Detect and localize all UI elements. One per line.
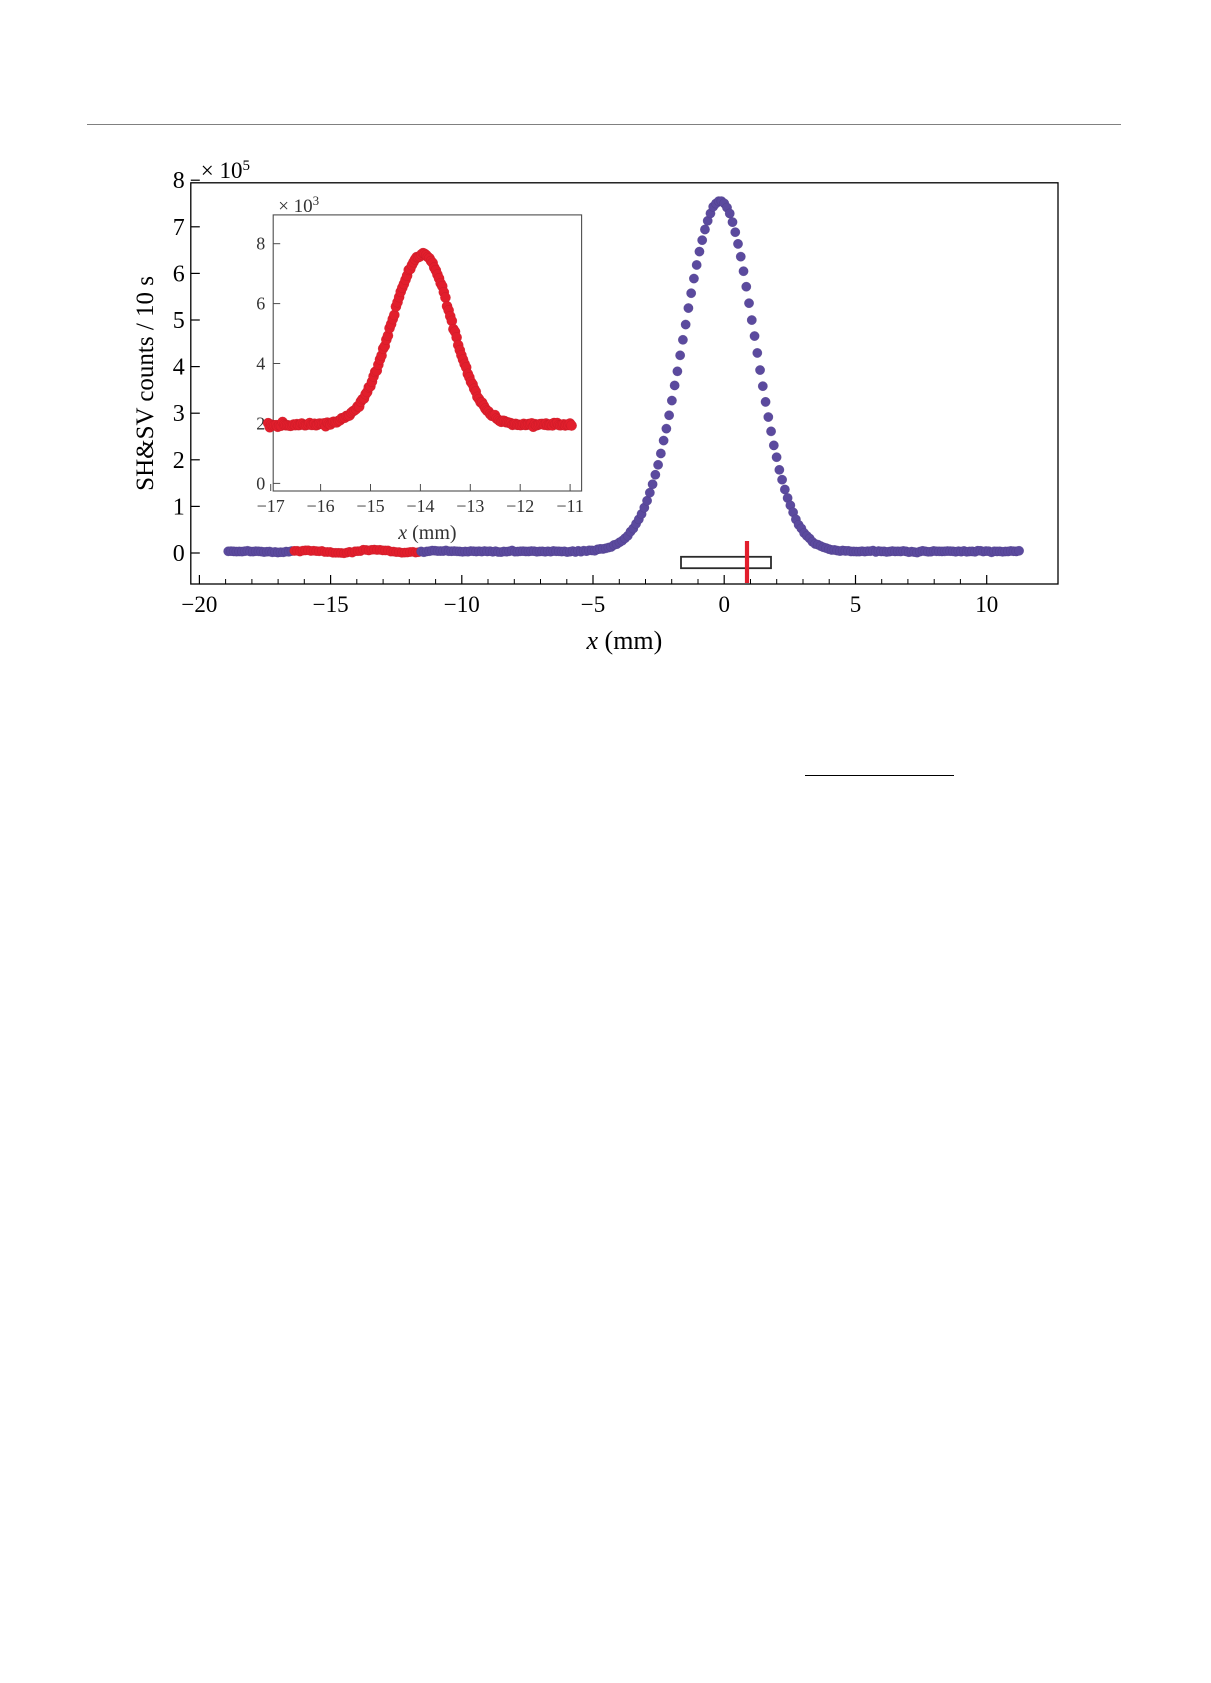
svg-text:8: 8	[173, 168, 185, 194]
svg-text:0: 0	[256, 473, 265, 493]
svg-text:4: 4	[173, 355, 185, 381]
svg-text:x (mm): x (mm)	[397, 522, 456, 544]
svg-text:SH&SV counts / 10 s: SH&SV counts / 10 s	[132, 276, 159, 491]
svg-text:−11: −11	[556, 496, 583, 516]
svg-text:8: 8	[256, 234, 265, 254]
svg-text:−15: −15	[356, 496, 384, 516]
svg-text:0: 0	[718, 592, 730, 617]
svg-text:−10: −10	[444, 592, 480, 617]
svg-text:−16: −16	[307, 496, 335, 516]
svg-text:−15: −15	[313, 592, 349, 617]
svg-text:−12: −12	[506, 496, 534, 516]
svg-text:6: 6	[173, 261, 185, 287]
svg-text:5: 5	[850, 592, 862, 617]
svg-text:−20: −20	[181, 592, 217, 617]
svg-text:2: 2	[173, 448, 185, 474]
svg-text:5: 5	[173, 308, 185, 334]
svg-text:6: 6	[256, 294, 265, 314]
svg-text:4: 4	[256, 354, 265, 374]
svg-text:x (mm): x (mm)	[585, 626, 662, 655]
svg-text:3: 3	[173, 401, 185, 427]
svg-text:−13: −13	[456, 496, 484, 516]
svg-text:10: 10	[975, 592, 998, 617]
svg-text:−14: −14	[406, 496, 434, 516]
svg-text:1: 1	[173, 494, 185, 520]
svg-text:−17: −17	[257, 496, 285, 516]
svg-text:−5: −5	[581, 592, 605, 617]
svg-text:0: 0	[173, 541, 185, 567]
svg-text:× 105: × 105	[201, 158, 250, 183]
svg-text:7: 7	[173, 215, 185, 241]
